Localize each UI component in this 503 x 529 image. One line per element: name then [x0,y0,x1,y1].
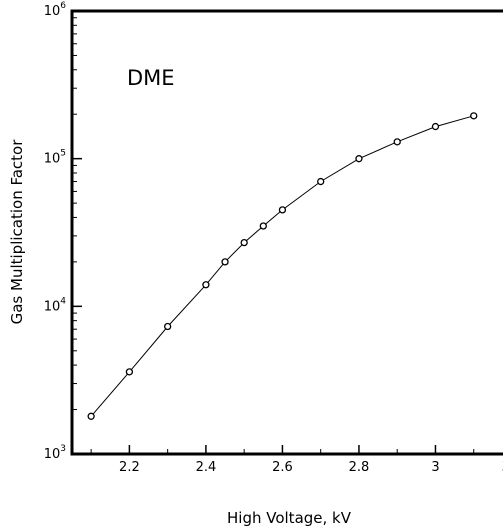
data-point [259,222,267,230]
data-point [164,322,172,331]
x-tick-label: 2.8 [349,460,370,475]
series-line [90,115,474,417]
data-point [278,206,287,214]
x-tick-label: 3 [431,460,439,475]
y-tick-label: 103 [44,444,66,462]
data-point [393,138,401,146]
data-point [240,238,248,247]
y-tick-label: 105 [44,149,66,167]
y-tick-base: 10 [44,447,61,462]
y-tick-exponent: 3 [60,444,66,454]
plot-frame [70,9,503,456]
y-tick-exponent: 5 [60,149,66,159]
x-axis-ticks: 2.2 2.4 2.6 2.8 3 3.2 [90,445,503,475]
x-tick-label: 3.2 [502,460,503,475]
data-point [125,368,134,376]
data-point [431,122,440,131]
y-tick-base: 10 [44,152,61,167]
chart-annotation: DME [127,66,175,90]
y-tick-label: 106 [44,1,67,19]
y-tick-label: 104 [44,296,67,314]
y-axis-title: Gas Multiplication Factor [8,139,26,325]
data-point [355,155,363,163]
data-point [87,412,95,420]
x-axis-title: High Voltage, kV [227,509,352,527]
y-tick-base: 10 [44,4,61,19]
data-point [202,281,210,289]
data-point [221,258,229,266]
y-tick-exponent: 6 [60,1,66,11]
data-series [87,112,478,420]
x-tick-label: 2.4 [196,460,217,475]
x-tick-label: 2.2 [119,460,140,475]
y-tick-base: 10 [44,299,61,314]
data-point [317,177,325,186]
y-tick-exponent: 4 [60,296,66,306]
data-point [470,112,478,120]
x-tick-label: 2.6 [272,460,293,475]
